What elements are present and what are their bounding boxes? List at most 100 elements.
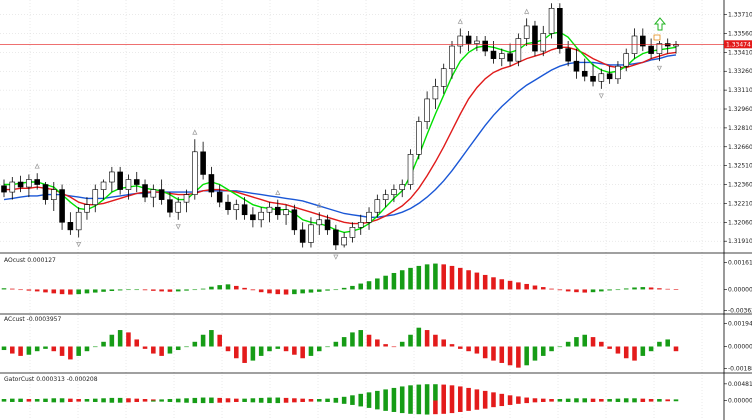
gator-lower-bar [18, 400, 23, 402]
histogram-bar [308, 346, 314, 356]
signal-marker-icon [653, 34, 661, 41]
fractal-down-icon [76, 242, 82, 248]
gator-lower-bar [632, 400, 637, 403]
price-tick-label: 1.32660 [728, 144, 752, 151]
histogram-bar [43, 289, 48, 293]
price-tick-label: 1.33110 [728, 87, 752, 94]
histogram-bar [549, 288, 554, 290]
gator-tick-label: 0.000000 [728, 398, 752, 405]
histogram-bar [549, 346, 554, 352]
histogram-bar [383, 275, 388, 290]
histogram-bar [184, 346, 189, 348]
histogram-bar [76, 289, 81, 295]
histogram-bar [433, 334, 438, 347]
candle-body [366, 211, 372, 223]
candle-body [42, 184, 49, 200]
gator-lower-bar [333, 400, 339, 403]
candle-body [540, 33, 547, 52]
candle-body [26, 179, 32, 188]
gator-lower-bar [200, 400, 206, 404]
histogram-bar [673, 346, 679, 352]
buy-arrow-icon [653, 17, 667, 31]
gator-lower-bar [225, 400, 231, 403]
gator-upper-bar [458, 386, 463, 401]
gator-upper-bar [51, 398, 57, 401]
gator-upper-bar [26, 399, 32, 401]
histogram-bar [632, 346, 637, 361]
histogram-bar [441, 339, 446, 347]
gator-lower-bar [640, 400, 646, 402]
candle-body [432, 86, 439, 100]
histogram-bar [308, 289, 314, 293]
ao-histogram [1, 263, 679, 295]
price-tick-label: 1.32210 [728, 200, 752, 207]
histogram-bar [134, 339, 140, 347]
gator-upper-bar [316, 399, 322, 401]
histogram-bar [458, 346, 463, 349]
candle-body [59, 189, 65, 223]
candle-body [416, 121, 422, 155]
gator-upper-bar [648, 399, 654, 401]
candle-body [498, 53, 505, 59]
candle-body [449, 45, 455, 70]
gator-title: GatorCust 0.000313 -0.000208 [4, 376, 98, 383]
gator-upper-bar [482, 390, 488, 401]
histogram-bar [109, 289, 115, 292]
candle-body [673, 44, 679, 47]
candle-body [1, 185, 7, 193]
candle-body [424, 98, 430, 122]
gator-lower-bar [358, 400, 364, 407]
gator-lower-bar [209, 400, 214, 404]
gator-upper-bar [267, 397, 272, 401]
histogram-bar [275, 346, 281, 349]
gator-lower-bar [615, 400, 621, 402]
gator-upper-bar [333, 397, 339, 401]
candle-body [349, 227, 356, 238]
candle-body [515, 38, 522, 62]
histogram-bar [101, 289, 106, 292]
fractal-up-icon [34, 163, 40, 169]
gator-lower-bar [424, 400, 430, 415]
gator-upper-bar [167, 399, 173, 401]
histogram-bar [632, 287, 637, 290]
gator-lower-bar [159, 400, 164, 402]
gator-lower-bar [275, 400, 281, 404]
candle-body [233, 204, 240, 211]
gator-upper-bar [366, 392, 372, 401]
histogram-bar [341, 287, 347, 290]
gator-upper-bar [549, 399, 554, 401]
gator-lower-bar [416, 400, 422, 415]
gator-lower-bar [250, 400, 256, 403]
candle-body [490, 50, 497, 59]
gator-histogram [1, 384, 679, 415]
gator-lower-bar [599, 400, 604, 402]
gator-lower-bar [1, 400, 7, 402]
price-tick-label: 1.33710 [728, 12, 752, 19]
histogram-bar [34, 346, 40, 352]
histogram-bar [640, 287, 646, 290]
candle-body [482, 40, 488, 52]
gator-lower-bar [532, 400, 538, 403]
gator-upper-bar [474, 389, 480, 401]
price-tick-label: 1.33560 [728, 30, 752, 37]
candle-body [507, 53, 513, 62]
fractal-down-icon [656, 65, 662, 71]
gator-upper-bar [399, 386, 405, 401]
histogram-bar [424, 264, 430, 290]
histogram-bar [84, 289, 90, 294]
gator-lower-bar [433, 400, 438, 415]
histogram-bar [607, 289, 612, 291]
price-axis: 1.33710 1.33560 1.33410 1.33260 1.33110 1.329… [724, 12, 752, 405]
histogram-bar [159, 346, 164, 356]
candle-body [440, 68, 447, 87]
gator-upper-bar [300, 398, 305, 401]
candle-body [109, 171, 115, 183]
gator-lower-bar [491, 400, 496, 408]
gator-lower-bar [582, 400, 588, 403]
gator-upper-bar [408, 385, 413, 401]
gator-upper-bar [341, 396, 347, 401]
histogram-bar [532, 346, 538, 361]
candle-body [623, 53, 630, 67]
gator-lower-bar [482, 400, 488, 409]
